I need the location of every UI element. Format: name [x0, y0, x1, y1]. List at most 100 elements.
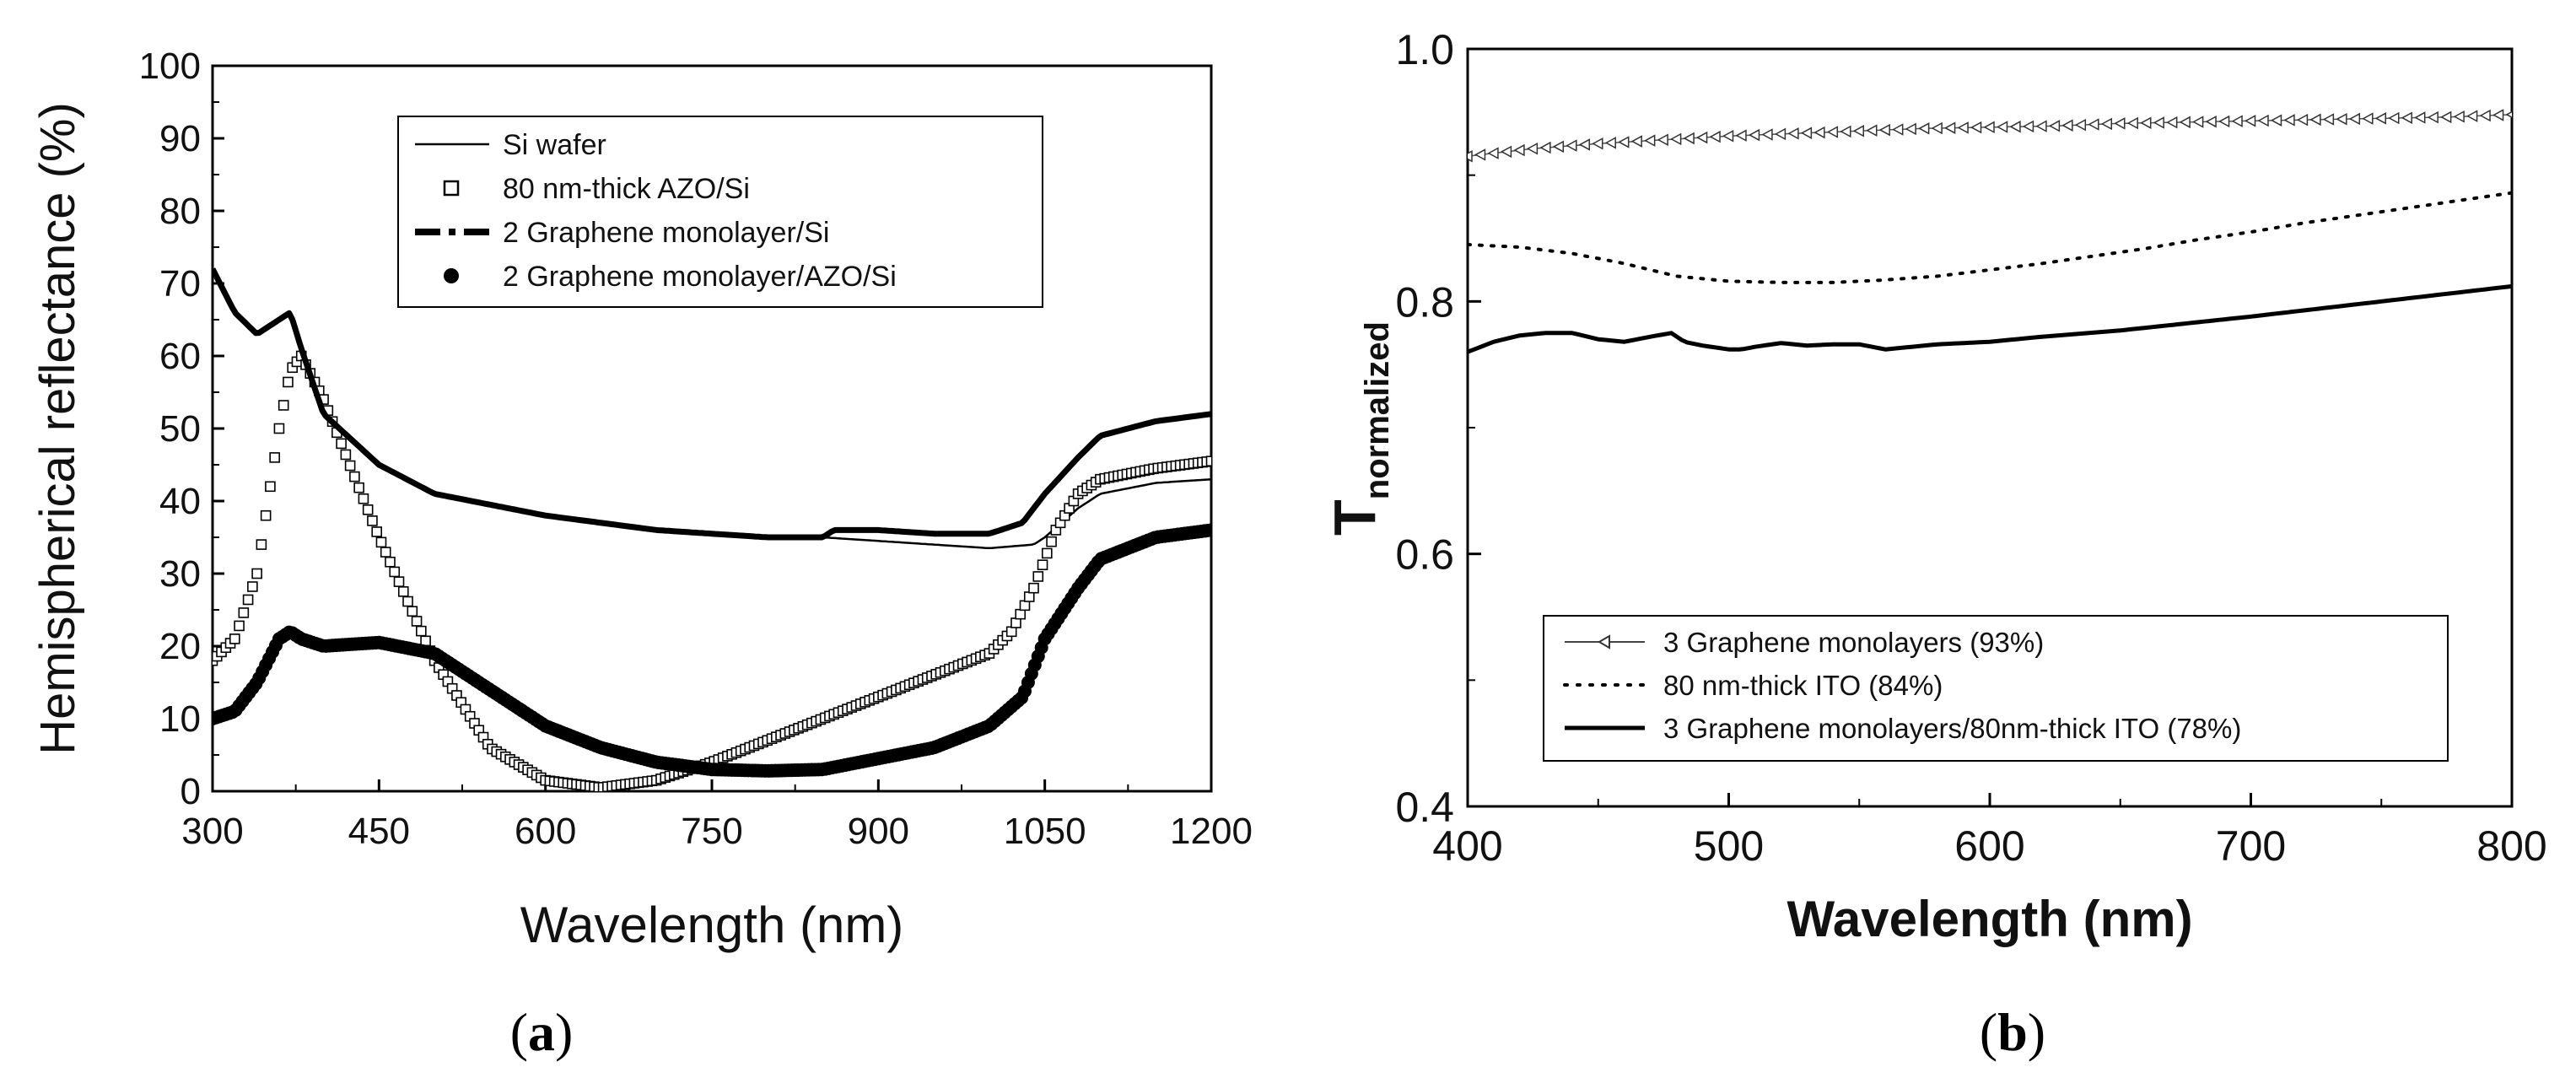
- series-80-nm-thick-azo-si-point: [385, 556, 396, 568]
- series-80-nm-thick-azo-si-point: [393, 576, 405, 587]
- series-3-graphene-monolayers-93-point: [2322, 113, 2335, 126]
- series-3-graphene-monolayers-93-point: [2453, 110, 2465, 123]
- series-3-graphene-monolayers-93-point: [2374, 112, 2386, 125]
- y-tick-label-a: 80: [159, 191, 201, 232]
- series-3-graphene-monolayers-93-point: [1592, 137, 1603, 150]
- series-80-nm-thick-ito-84: [1468, 191, 2512, 284]
- series-80-nm-thick-azo-si-point: [411, 616, 423, 627]
- series-80-nm-thick-azo-si-point: [358, 493, 369, 504]
- y-tick-label-b: 0.8: [1395, 278, 1454, 326]
- series-3-graphene-monolayers-93-point: [1513, 143, 1525, 157]
- series-80-nm-thick-azo-si-point: [344, 460, 356, 472]
- series-3-graphene-monolayers-93-point: [2153, 116, 2164, 129]
- series-80-nm-thick-azo-si-point: [362, 504, 374, 515]
- series-3-graphene-monolayers-93-point: [1878, 123, 1890, 137]
- series-3-graphene-monolayers-93-point: [1813, 126, 1825, 139]
- series-3-graphene-monolayers-93-point: [1931, 121, 1943, 135]
- series-3-graphene-monolayers-93-point: [2505, 110, 2512, 118]
- caption-letter-a: a: [528, 1002, 555, 1062]
- series-3-graphene-monolayers-93-point: [2061, 119, 2073, 132]
- series-3-graphene-monolayers-93-point: [1826, 126, 1839, 138]
- series-3-graphene-monolayers-93-point: [2270, 114, 2282, 127]
- series-80-nm-thick-azo-si-point: [1028, 582, 1039, 594]
- series-3-graphene-monolayers-93-point: [1722, 130, 1734, 143]
- x-tick-label-b: 400: [1432, 822, 1502, 870]
- series-3-graphene-monolayers-93-point: [2348, 112, 2361, 126]
- series-80-nm-thick-azo-si-point: [260, 509, 272, 521]
- series-80-nm-thick-azo-si-point: [242, 594, 254, 606]
- x-tick-label-a: 300: [181, 811, 243, 852]
- series-3-graphene-monolayers-93-point: [1944, 121, 1956, 134]
- legend-entry-graphene-si: 2 Graphene monolayer/Si: [503, 217, 829, 249]
- reflectance-chart: 300 450 600 750 900 1050 1200 0 10 20 30 40 50 60 70 80…: [30, 46, 1253, 1062]
- series-3-graphene-monolayers-93-point: [1468, 149, 1473, 163]
- series-80-nm-thick-azo-si-point: [238, 607, 250, 618]
- series-3-graphene-monolayers-93-point: [1526, 142, 1539, 155]
- series-3-graphene-monolayers-93-point: [2179, 116, 2191, 129]
- series-80-nm-thick-azo-si-point: [402, 596, 413, 607]
- y-tick-label-a: 40: [159, 481, 201, 522]
- series-3-graphene-monolayers-93-point: [1695, 131, 1708, 144]
- series-80-nm-thick-azo-si-point: [278, 400, 289, 411]
- series-80-nm-thick-azo-si-point: [1041, 547, 1053, 559]
- series-3-graphene-monolayers-93-point: [1957, 121, 1969, 134]
- series-3-graphene-monolayers-93-point: [2166, 116, 2178, 129]
- y-tick-label-a: 10: [159, 698, 201, 740]
- series-3-graphene-monolayers-93-point: [2362, 112, 2374, 125]
- series-3-graphene-monolayers-93-point: [1566, 139, 1577, 152]
- series-3-graphene-monolayers-93-point: [2427, 110, 2439, 124]
- series-80-nm-thick-azo-si-point: [397, 586, 409, 597]
- series-3-graphene-monolayers-93-point: [2218, 115, 2230, 128]
- legend-key-graphene-marker: [1598, 634, 1610, 649]
- series-80-nm-thick-azo-si-point: [380, 547, 391, 558]
- series-3-graphene-monolayers-93-point: [1630, 135, 1642, 148]
- series-80-nm-thick-azo-si-point: [389, 566, 401, 578]
- series-3-graphene-monolayers-93-point: [1657, 133, 1668, 147]
- series-80-nm-thick-azo-si-point: [1046, 536, 1057, 547]
- series-80-nm-thick-azo-si-point: [234, 620, 245, 632]
- y-tick-label-a: 90: [159, 118, 201, 159]
- series-3-graphene-monolayers-93-point: [1709, 130, 1721, 143]
- series-3-graphene-monolayers-93-point: [1670, 132, 1682, 146]
- transmittance-chart: 400 500 600 700 800 0.4 0.6 0.8 1.0 3 Graphene m…: [1322, 26, 2547, 1062]
- series-2-graphene-monolayer-azo-si-point: [1204, 523, 1211, 537]
- series-80-nm-thick-azo-si-point: [336, 438, 347, 450]
- series-80-nm-thick-azo-si-point: [1015, 608, 1027, 620]
- series-3-graphene-monolayers-93-point: [1644, 134, 1656, 147]
- legend-entry-ito: 80 nm-thick ITO (84%): [1663, 670, 1943, 701]
- series-80-nm-thick-azo-si-point: [1205, 455, 1211, 467]
- series-3-graphene-monolayers-93-point: [1787, 127, 1799, 140]
- x-tick-label-a: 600: [515, 811, 576, 852]
- series-3-graphene-monolayers-93-point: [1604, 137, 1616, 149]
- series-3-graphene-monolayers-93-point: [2009, 120, 2021, 133]
- y-axis-title-a: Hemispherical reflectance (%): [30, 102, 85, 755]
- legend-entry-azo-si: 80 nm-thick AZO/Si: [503, 173, 750, 205]
- series-3-graphene-monolayers-93-point: [1474, 148, 1486, 161]
- series-3-graphene-monolayers-93-point: [2388, 111, 2400, 125]
- series-3-graphene-monolayers-93-point: [1618, 136, 1630, 148]
- x-tick-label-b: 700: [2216, 822, 2286, 870]
- series-3-graphene-monolayers-93-point: [1970, 121, 1982, 134]
- series-3-graphene-monolayers-93-point: [1996, 121, 2008, 133]
- series-3-graphene-monolayers-93-point: [2479, 109, 2491, 122]
- series-3-graphene-monolayers-93-point: [1578, 138, 1591, 151]
- series-80-nm-thick-azo-si-point: [349, 471, 360, 482]
- series-3-graphene-monolayers-93-point: [1800, 127, 1813, 139]
- series-3-graphene-monolayers-93-point: [2022, 120, 2034, 133]
- series-3-graphene-monolayers-93-point: [1866, 124, 1878, 137]
- series-3-graphene-monolayers-93-point: [1552, 140, 1565, 154]
- series-3-graphene-monolayers-93-point: [2440, 110, 2452, 124]
- series-80-nm-thick-azo-si-point: [229, 633, 240, 644]
- series-3-graphene-monolayers-93-point: [2466, 110, 2478, 122]
- series-3-graphene-monolayers-93-point: [1905, 122, 1916, 136]
- series-80-nm-thick-azo-si-point: [1032, 571, 1044, 582]
- series-80-nm-thick-azo-si-point: [420, 635, 431, 647]
- series-3-graphene-monolayers-93-point: [2336, 112, 2347, 126]
- series-3-graphene-monolayers-93-point: [1852, 125, 1864, 137]
- series-3-graphene-monolayers-93-point: [1761, 128, 1773, 141]
- series-80-nm-thick-azo-si-point: [371, 526, 383, 537]
- series-3-graphene-monolayers-93-point: [2205, 115, 2217, 128]
- y-tick-label-a: 0: [181, 771, 201, 812]
- y-tick-label-a: 100: [139, 46, 201, 87]
